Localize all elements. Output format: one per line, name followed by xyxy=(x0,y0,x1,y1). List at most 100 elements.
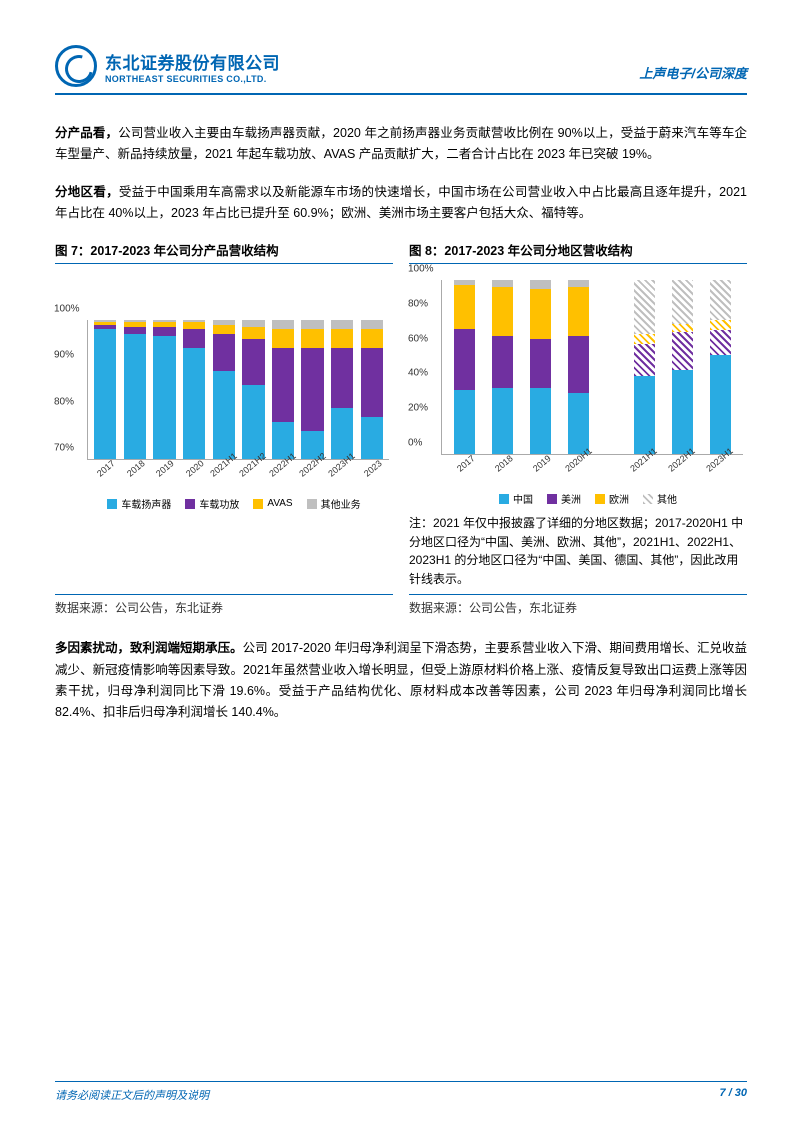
chart-7-legend-item: 其他业务 xyxy=(307,496,361,511)
legend-label: 中国 xyxy=(513,491,533,506)
chart-8-segment xyxy=(454,390,475,454)
para2-lead: 分地区看， xyxy=(55,185,119,199)
chart-8-legend-item: 美洲 xyxy=(547,491,581,506)
chart-7-segment xyxy=(301,320,323,329)
chart-7-column: 图 7：2017-2023 年公司分产品营收结构 70%80%90%100%20… xyxy=(55,240,393,616)
chart-7-source: 数据来源：公司公告，东北证券 xyxy=(55,594,393,616)
chart-8-segment xyxy=(530,388,551,454)
chart-8-title: 图 8：2017-2023 年公司分地区营收结构 xyxy=(409,240,747,264)
chart-7-segment xyxy=(272,320,294,329)
chart-8-segment xyxy=(634,376,655,454)
chart-8-segment xyxy=(634,334,655,344)
chart-7-legend-item: 车载扬声器 xyxy=(107,496,171,511)
legend-swatch-icon xyxy=(595,494,605,504)
chart-7-segment xyxy=(213,334,235,371)
paragraph-product: 分产品看，公司营业收入主要由车载扬声器贡献，2020 年之前扬声器业务贡献营收比… xyxy=(55,123,747,166)
company-logo: 东北证券股份有限公司 NORTHEAST SECURITIES CO.,LTD. xyxy=(55,45,280,87)
chart-7-bar: 2020 xyxy=(183,320,205,459)
chart-7-legend-item: 车载功放 xyxy=(185,496,239,511)
chart-8-segment xyxy=(568,287,589,336)
chart-7-legend: 车载扬声器 车载功放 AVAS 其他业务 xyxy=(55,496,393,511)
chart-8-segment xyxy=(634,344,655,375)
chart-7-segment xyxy=(213,371,235,459)
chart-7-segment xyxy=(124,334,146,459)
para2-body: 受益于中国乘用车高需求以及新能源车市场的快速增长，中国市场在公司营业收入中占比最… xyxy=(55,185,747,220)
chart-8-segment xyxy=(672,370,693,454)
legend-label: 其他业务 xyxy=(321,496,361,511)
chart-7-plot: 70%80%90%100%20172018201920202021H12021H… xyxy=(87,320,389,460)
chart-8-segment xyxy=(530,339,551,388)
chart-8-plot: 0%20%40%60%80%100%2017201820192020H12021… xyxy=(441,280,743,455)
chart-7-xlabel: 2017 xyxy=(95,458,117,479)
chart-8-ytick: 20% xyxy=(408,403,428,414)
company-name-cn: 东北证券股份有限公司 xyxy=(105,49,280,74)
chart-7-segment xyxy=(153,327,175,336)
legend-label: 美洲 xyxy=(561,491,581,506)
chart-8-segment xyxy=(672,280,693,324)
chart-8-column: 图 8：2017-2023 年公司分地区营收结构 0%20%40%60%80%1… xyxy=(409,240,747,616)
para1-body: 公司营业收入主要由车载扬声器贡献，2020 年之前扬声器业务贡献营收比例在 90… xyxy=(55,126,747,161)
chart-8-segment xyxy=(530,289,551,339)
legend-swatch-icon xyxy=(107,499,117,509)
chart-8-legend-item: 中国 xyxy=(499,491,533,506)
chart-8-segment xyxy=(454,329,475,390)
chart-7-segment xyxy=(242,385,264,459)
chart-8-segment xyxy=(710,355,731,454)
chart-8-segment xyxy=(568,280,589,287)
footer-disclaimer: 请务必阅读正文后的声明及说明 xyxy=(55,1087,209,1103)
chart-7-legend-item: AVAS xyxy=(253,496,292,511)
chart-7-segment xyxy=(361,348,383,418)
legend-label: 其他 xyxy=(657,491,677,506)
legend-swatch-icon xyxy=(307,499,317,509)
chart-8-segment xyxy=(568,336,589,393)
legend-swatch-icon xyxy=(643,494,653,504)
chart-8-note: 注：2021 年仅中报披露了详细的分地区数据；2017-2020H1 中分地区口… xyxy=(409,514,747,588)
chart-8-xlabel: 2018 xyxy=(493,453,515,474)
legend-swatch-icon xyxy=(547,494,557,504)
chart-7-segment xyxy=(242,320,264,327)
chart-8-ytick: 100% xyxy=(408,264,434,275)
chart-8-bar: 2020H1 xyxy=(568,280,589,454)
paragraph-region: 分地区看，受益于中国乘用车高需求以及新能源车市场的快速增长，中国市场在公司营业收… xyxy=(55,182,747,225)
chart-7-segment xyxy=(242,327,264,339)
chart-7-segment xyxy=(361,417,383,459)
charts-row: 图 7：2017-2023 年公司分产品营收结构 70%80%90%100%20… xyxy=(55,240,747,616)
logo-icon xyxy=(55,45,97,87)
legend-swatch-icon xyxy=(253,499,263,509)
chart-7-segment xyxy=(183,329,205,348)
chart-8-segment xyxy=(710,280,731,320)
chart-8-xlabel: 2017 xyxy=(455,453,477,474)
chart-8-segment xyxy=(530,280,551,289)
chart-8-segment xyxy=(710,320,731,330)
chart-8-ytick: 40% xyxy=(408,368,428,379)
chart-7-title: 图 7：2017-2023 年公司分产品营收结构 xyxy=(55,240,393,264)
legend-swatch-icon xyxy=(185,499,195,509)
legend-label: 车载功放 xyxy=(199,496,239,511)
chart-7-ytick: 90% xyxy=(54,350,74,361)
chart-7-ytick: 80% xyxy=(54,396,74,407)
chart-7-xlabel: 2018 xyxy=(125,458,147,479)
chart-8-segment xyxy=(568,393,589,454)
chart-8-bar: 2018 xyxy=(492,280,513,454)
chart-8-segment xyxy=(634,280,655,334)
chart-7-ytick: 70% xyxy=(54,443,74,454)
chart-8-segment xyxy=(672,332,693,370)
chart-7-bar: 2022H2 xyxy=(301,320,323,459)
chart-7-segment xyxy=(242,339,264,385)
chart-7-bar: 2022H1 xyxy=(272,320,294,459)
chart-8-segment xyxy=(454,285,475,329)
chart-8-bar: 2019 xyxy=(530,280,551,454)
company-name-en: NORTHEAST SECURITIES CO.,LTD. xyxy=(105,74,280,84)
legend-swatch-icon xyxy=(499,494,509,504)
chart-8-segment xyxy=(492,336,513,388)
para3-lead: 多因素扰动，致利润端短期承压。 xyxy=(55,641,243,655)
chart-8-bar: 2022H1 xyxy=(672,280,693,454)
chart-7-xlabel: 2019 xyxy=(154,458,176,479)
chart-7-bar: 2021H2 xyxy=(242,320,264,459)
chart-8-segment xyxy=(492,287,513,336)
chart-8-segment xyxy=(672,324,693,333)
chart-7-segment xyxy=(272,329,294,348)
chart-8-segment xyxy=(492,280,513,287)
chart-7-segment xyxy=(213,325,235,334)
chart-8-ytick: 80% xyxy=(408,298,428,309)
